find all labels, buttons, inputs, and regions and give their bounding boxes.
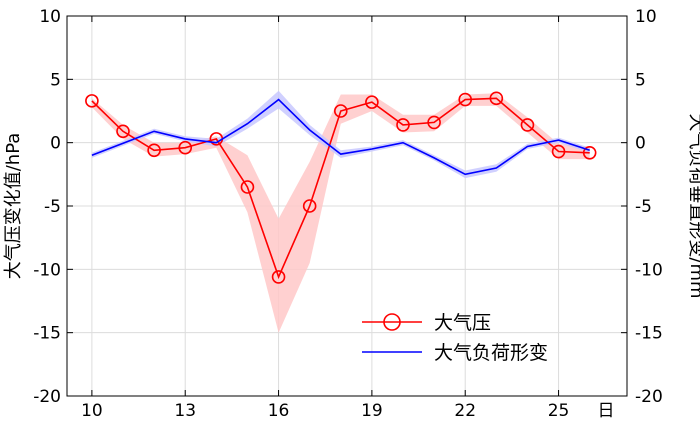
data-point: [333, 104, 348, 118]
x-tick-label: 22: [454, 401, 476, 421]
data-point: [582, 146, 597, 160]
data-point: [551, 144, 566, 159]
y-tick-label-right: 10: [635, 7, 657, 27]
data-point: [271, 270, 286, 284]
x-tick-label: 13: [174, 401, 196, 421]
data-point: [116, 124, 130, 139]
data-point: [85, 94, 99, 108]
y-tick-label-right: -15: [635, 324, 663, 344]
legend-label-0: 大气压: [434, 312, 491, 334]
data-point: [520, 118, 535, 132]
series-line: [91, 97, 590, 280]
y-axis-title-right: 大气负荷垂直形变/mm: [686, 113, 700, 298]
legend-label-1: 大气负荷形变: [434, 342, 548, 364]
y-tick-label-left: -10: [33, 260, 61, 280]
data-point: [365, 95, 379, 109]
series-line: [91, 98, 590, 176]
y-tick-label-right: 5: [635, 70, 646, 90]
data-point: [178, 140, 193, 155]
y-tick-label-right: -5: [635, 197, 652, 217]
y-tick-label-right: -10: [635, 260, 663, 280]
y-tick-label-left: -20: [33, 387, 61, 407]
y-tick-label-left: -5: [44, 197, 61, 217]
data-point: [458, 92, 473, 107]
data-point: [427, 115, 441, 130]
x-unit-label: 日: [598, 401, 615, 421]
data-point: [396, 118, 410, 132]
y-tick-label-left: 10: [39, 7, 61, 27]
data-point: [147, 143, 161, 158]
y-tick-label-left: -15: [33, 324, 61, 344]
data-point: [302, 199, 317, 213]
data-point: [489, 91, 504, 106]
y-tick-label-left: 5: [50, 70, 61, 90]
x-tick-label: 25: [548, 401, 570, 421]
y-tick-label-right: -20: [635, 387, 663, 407]
series-band: [91, 93, 590, 333]
x-tick-label: 19: [361, 401, 383, 421]
y-axis-title-left: 大气压变化值/hPa: [3, 133, 24, 280]
data-point: [240, 180, 255, 194]
y-tick-label-left: 0: [50, 134, 61, 154]
y-tick-label-right: 0: [635, 134, 646, 154]
legend-marker-0: [383, 313, 401, 331]
x-tick-label: 16: [268, 401, 290, 421]
x-tick-label: 10: [81, 401, 103, 421]
